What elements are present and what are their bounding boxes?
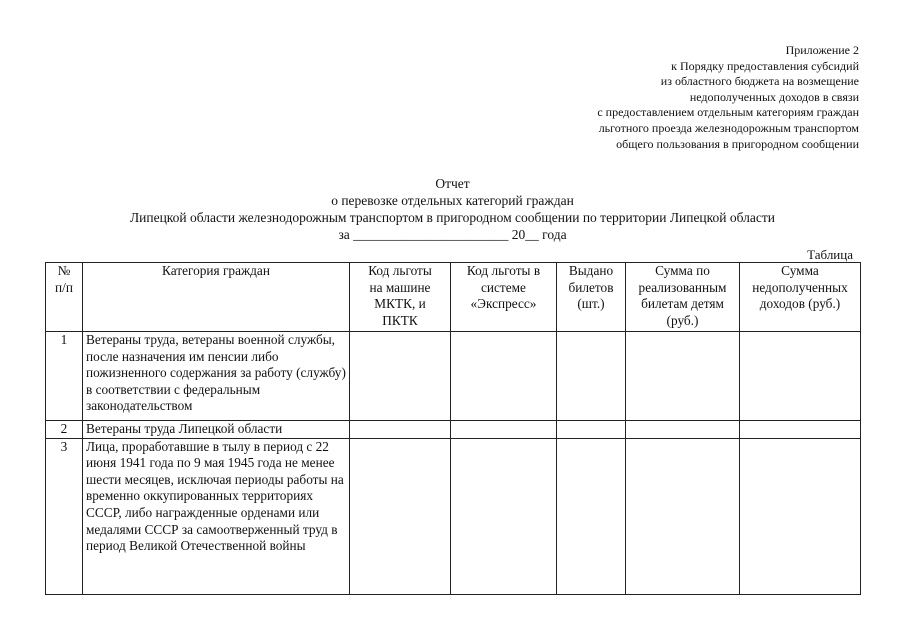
appendix-line: недополученных доходов в связи	[689, 89, 859, 104]
appendix-line: льготного проезда железнодорожным трансп…	[598, 120, 859, 135]
row-number: 2	[45, 420, 83, 439]
title-line: о перевозке отдельных категорий граждан	[331, 193, 574, 208]
appendix-line: с предоставлением отдельным категориям г…	[597, 105, 859, 120]
appendix-line: общего пользования в пригородном сообщен…	[616, 136, 859, 151]
header-number: № п/п	[45, 262, 83, 332]
cell-mktk-code[interactable]	[349, 331, 451, 421]
cell-express-code[interactable]	[450, 331, 557, 421]
table-label: Таблица	[807, 247, 853, 262]
row-category: Лица, проработавшие в тылу в период с 22…	[82, 437, 350, 595]
title-period-line: за _______________________ 20__ года	[338, 227, 567, 242]
cell-tickets-issued[interactable]	[556, 420, 626, 439]
cell-express-code[interactable]	[450, 437, 557, 595]
appendix-line: из областного бюджета на возмещение	[660, 74, 859, 89]
header-category: Категория граждан	[82, 262, 350, 332]
table-row: 3 Лица, проработавшие в тылу в период с …	[45, 437, 861, 595]
row-category: Ветераны труда, ветераны военной службы,…	[82, 331, 350, 421]
appendix-line: Приложение 2	[785, 43, 859, 57]
header-tickets-issued: Выдано билетов (шт.)	[556, 262, 626, 332]
appendix-line: к Порядку предоставления субсидий	[671, 58, 859, 73]
cell-children-sum[interactable]	[625, 331, 740, 421]
cell-lost-income[interactable]	[739, 331, 861, 421]
table-row: 2 Ветераны труда Липецкой области	[45, 420, 861, 439]
title-line: Липецкой области железнодорожным транспо…	[129, 210, 776, 225]
cell-children-sum[interactable]	[625, 420, 740, 439]
cell-tickets-issued[interactable]	[556, 437, 626, 595]
header-mktk-code: Код льготы на машине МКТК, и ПКТК	[349, 262, 451, 332]
header-lost-income: Сумма недополученных доходов (руб.)	[739, 262, 861, 332]
title-line: Отчет	[435, 176, 470, 191]
cell-express-code[interactable]	[450, 420, 557, 439]
report-table: № п/п Категория граждан Код льготы на ма…	[45, 262, 861, 595]
cell-children-sum[interactable]	[625, 437, 740, 595]
row-number: 3	[45, 437, 83, 595]
header-express-code: Код льготы в системе «Экспресс»	[450, 262, 557, 332]
cell-lost-income[interactable]	[739, 420, 861, 439]
cell-lost-income[interactable]	[739, 437, 861, 595]
cell-tickets-issued[interactable]	[556, 331, 626, 421]
header-children-sum: Сумма по реализованным билетам детям (ру…	[625, 262, 740, 332]
cell-mktk-code[interactable]	[349, 437, 451, 595]
row-category: Ветераны труда Липецкой области	[82, 420, 350, 439]
appendix-heading: Приложение 2 к Порядку предоставления су…	[597, 43, 859, 152]
cell-mktk-code[interactable]	[349, 420, 451, 439]
report-title: Отчет о перевозке отдельных категорий гр…	[0, 175, 905, 243]
row-number: 1	[45, 331, 83, 421]
table-row: 1 Ветераны труда, ветераны военной служб…	[45, 331, 861, 421]
header-row: № п/п Категория граждан Код льготы на ма…	[45, 262, 861, 332]
